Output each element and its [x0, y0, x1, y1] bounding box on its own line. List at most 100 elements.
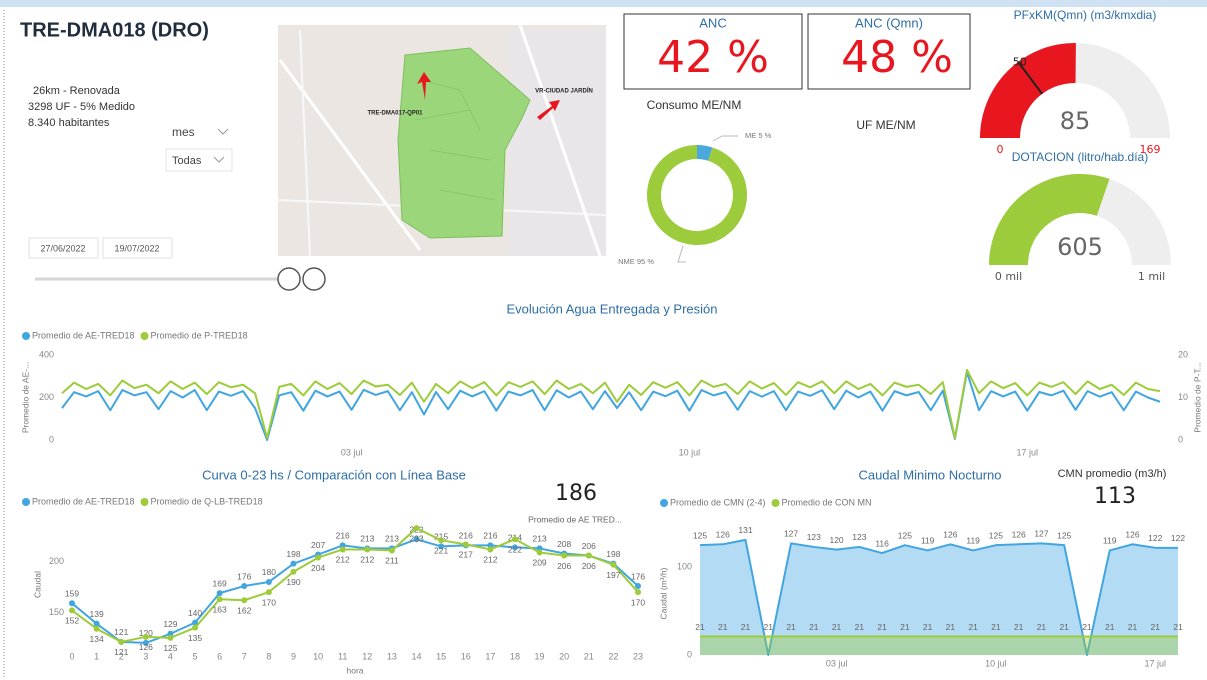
data-label: 140: [188, 608, 202, 618]
x-tick-label: 3: [143, 651, 148, 661]
x-tick-label: 03 jul: [826, 658, 848, 668]
x-tick-label: 11: [338, 651, 347, 661]
kpi-title: CMN promedio (m3/h): [1058, 468, 1167, 480]
data-label: 21: [1151, 622, 1161, 632]
data-label: 21: [1037, 622, 1047, 632]
data-label: 21: [1082, 622, 1092, 632]
data-label: 212: [483, 555, 497, 565]
x-tick-label: 18: [510, 651, 520, 661]
data-label: 126: [943, 530, 957, 540]
point-marker: [463, 541, 469, 547]
x-tick-label: 19: [535, 651, 545, 661]
dashboard: TRE-DMA018 (DRO) 26km - Renovada 3298 UF…: [0, 0, 1207, 680]
legend-label: Promedio de CON MN: [782, 497, 872, 507]
y-tick-label: 0: [49, 434, 54, 444]
point-marker: [266, 579, 272, 585]
data-label: 21: [764, 622, 774, 632]
data-label: 126: [716, 530, 730, 540]
y-axis-label: Promedio de AE-...: [20, 362, 30, 433]
point-marker: [635, 589, 641, 595]
kpi-label: Promedio de AE TRED...: [528, 514, 622, 524]
chart-title: Consumo ME/NM: [647, 98, 742, 112]
point-marker: [512, 536, 518, 542]
point-marker: [290, 561, 296, 567]
info-line: 26km - Renovada: [33, 85, 121, 97]
y-tick-label: 200: [49, 556, 64, 566]
point-marker: [635, 583, 641, 589]
date-to[interactable]: 19/07/2022: [103, 238, 172, 258]
data-label: 206: [557, 561, 571, 571]
x-tick-label: 23: [633, 651, 643, 661]
y-tick-label: 100: [677, 562, 692, 572]
data-label: 21: [900, 622, 910, 632]
y-tick-label: 0: [687, 649, 692, 659]
point-marker: [561, 553, 567, 559]
slice-label: NME 95 %: [618, 257, 654, 266]
legend-label: Promedio de P-TRED18: [151, 330, 248, 340]
data-label: 125: [1057, 530, 1071, 540]
slicer-value: Todas: [172, 155, 202, 167]
gauge-title: PFxKM(Qmn) (m3/kmxdia): [1014, 8, 1157, 22]
point-marker: [340, 546, 346, 552]
x-tick-label: 13: [387, 651, 397, 661]
data-label: 176: [237, 571, 251, 581]
x-tick-label: 22: [608, 651, 618, 661]
data-label: 122: [1171, 533, 1185, 543]
point-marker: [241, 583, 247, 589]
data-label: 21: [718, 622, 728, 632]
data-label: 213: [360, 534, 374, 544]
map: TRE-DMA017-QP01 VR-CIUDAD JARDÍN: [278, 25, 606, 256]
data-label: 127: [784, 529, 798, 539]
date-text: 27/06/2022: [40, 243, 85, 253]
data-label: 180: [262, 567, 276, 577]
point-marker: [315, 555, 321, 561]
data-label: 170: [262, 597, 276, 607]
legend-label: Promedio de AE-TRED18: [32, 330, 135, 340]
zone-slicer[interactable]: Todas: [166, 149, 232, 171]
legend-label: Promedio de Q-LB-TRED18: [151, 496, 263, 506]
data-label: 21: [786, 622, 796, 632]
data-label: 197: [606, 570, 620, 580]
data-label: 139: [90, 609, 104, 619]
data-label: 116: [875, 538, 889, 548]
page: TRE-DMA018 (DRO) { "header": {"title": "…: [0, 0, 1207, 680]
card-title: ANC (Qmn): [855, 15, 923, 30]
data-label: 206: [582, 561, 596, 571]
x-tick-label: 03 jul: [341, 447, 363, 457]
data-label: 125: [693, 530, 707, 540]
data-label: 212: [336, 555, 350, 565]
data-label: 221: [434, 546, 448, 556]
area-fill: [700, 637, 1178, 655]
data-label: 216: [483, 531, 497, 541]
data-label: 21: [1014, 622, 1024, 632]
data-label: 129: [163, 619, 177, 629]
map-label: TRE-DMA017-QP01: [367, 111, 423, 117]
date-from[interactable]: 27/06/2022: [29, 238, 98, 258]
legend-marker: [141, 332, 149, 340]
point-marker: [69, 600, 75, 606]
legend-marker: [772, 499, 780, 507]
slider-handle[interactable]: [303, 268, 325, 290]
data-label: 206: [582, 541, 596, 551]
y2-axis-label: Promedio de P-T...: [1192, 362, 1202, 432]
data-label: 159: [65, 589, 79, 599]
slider-handle[interactable]: [278, 268, 300, 290]
point-marker: [610, 562, 616, 568]
data-label: 21: [855, 622, 865, 632]
point-marker: [192, 625, 198, 631]
x-axis-label: hora: [346, 665, 363, 675]
gauge-value-label: 85: [1060, 107, 1091, 135]
data-label: 21: [832, 622, 842, 632]
x-tick-label: 10 jul: [679, 447, 701, 457]
point-marker: [266, 589, 272, 595]
data-label: 125: [163, 643, 177, 653]
x-tick-label: 0: [69, 651, 74, 661]
data-label: 122: [1148, 533, 1162, 543]
data-label: 119: [966, 536, 980, 546]
x-tick-label: 8: [266, 651, 271, 661]
chart-title: Caudal Minimo Nocturno: [858, 467, 1001, 482]
date-text: 19/07/2022: [114, 243, 159, 253]
y-axis-label: Caudal: [32, 571, 42, 598]
y2-tick-label: 0: [1178, 434, 1183, 444]
x-tick-label: 15: [436, 651, 446, 661]
